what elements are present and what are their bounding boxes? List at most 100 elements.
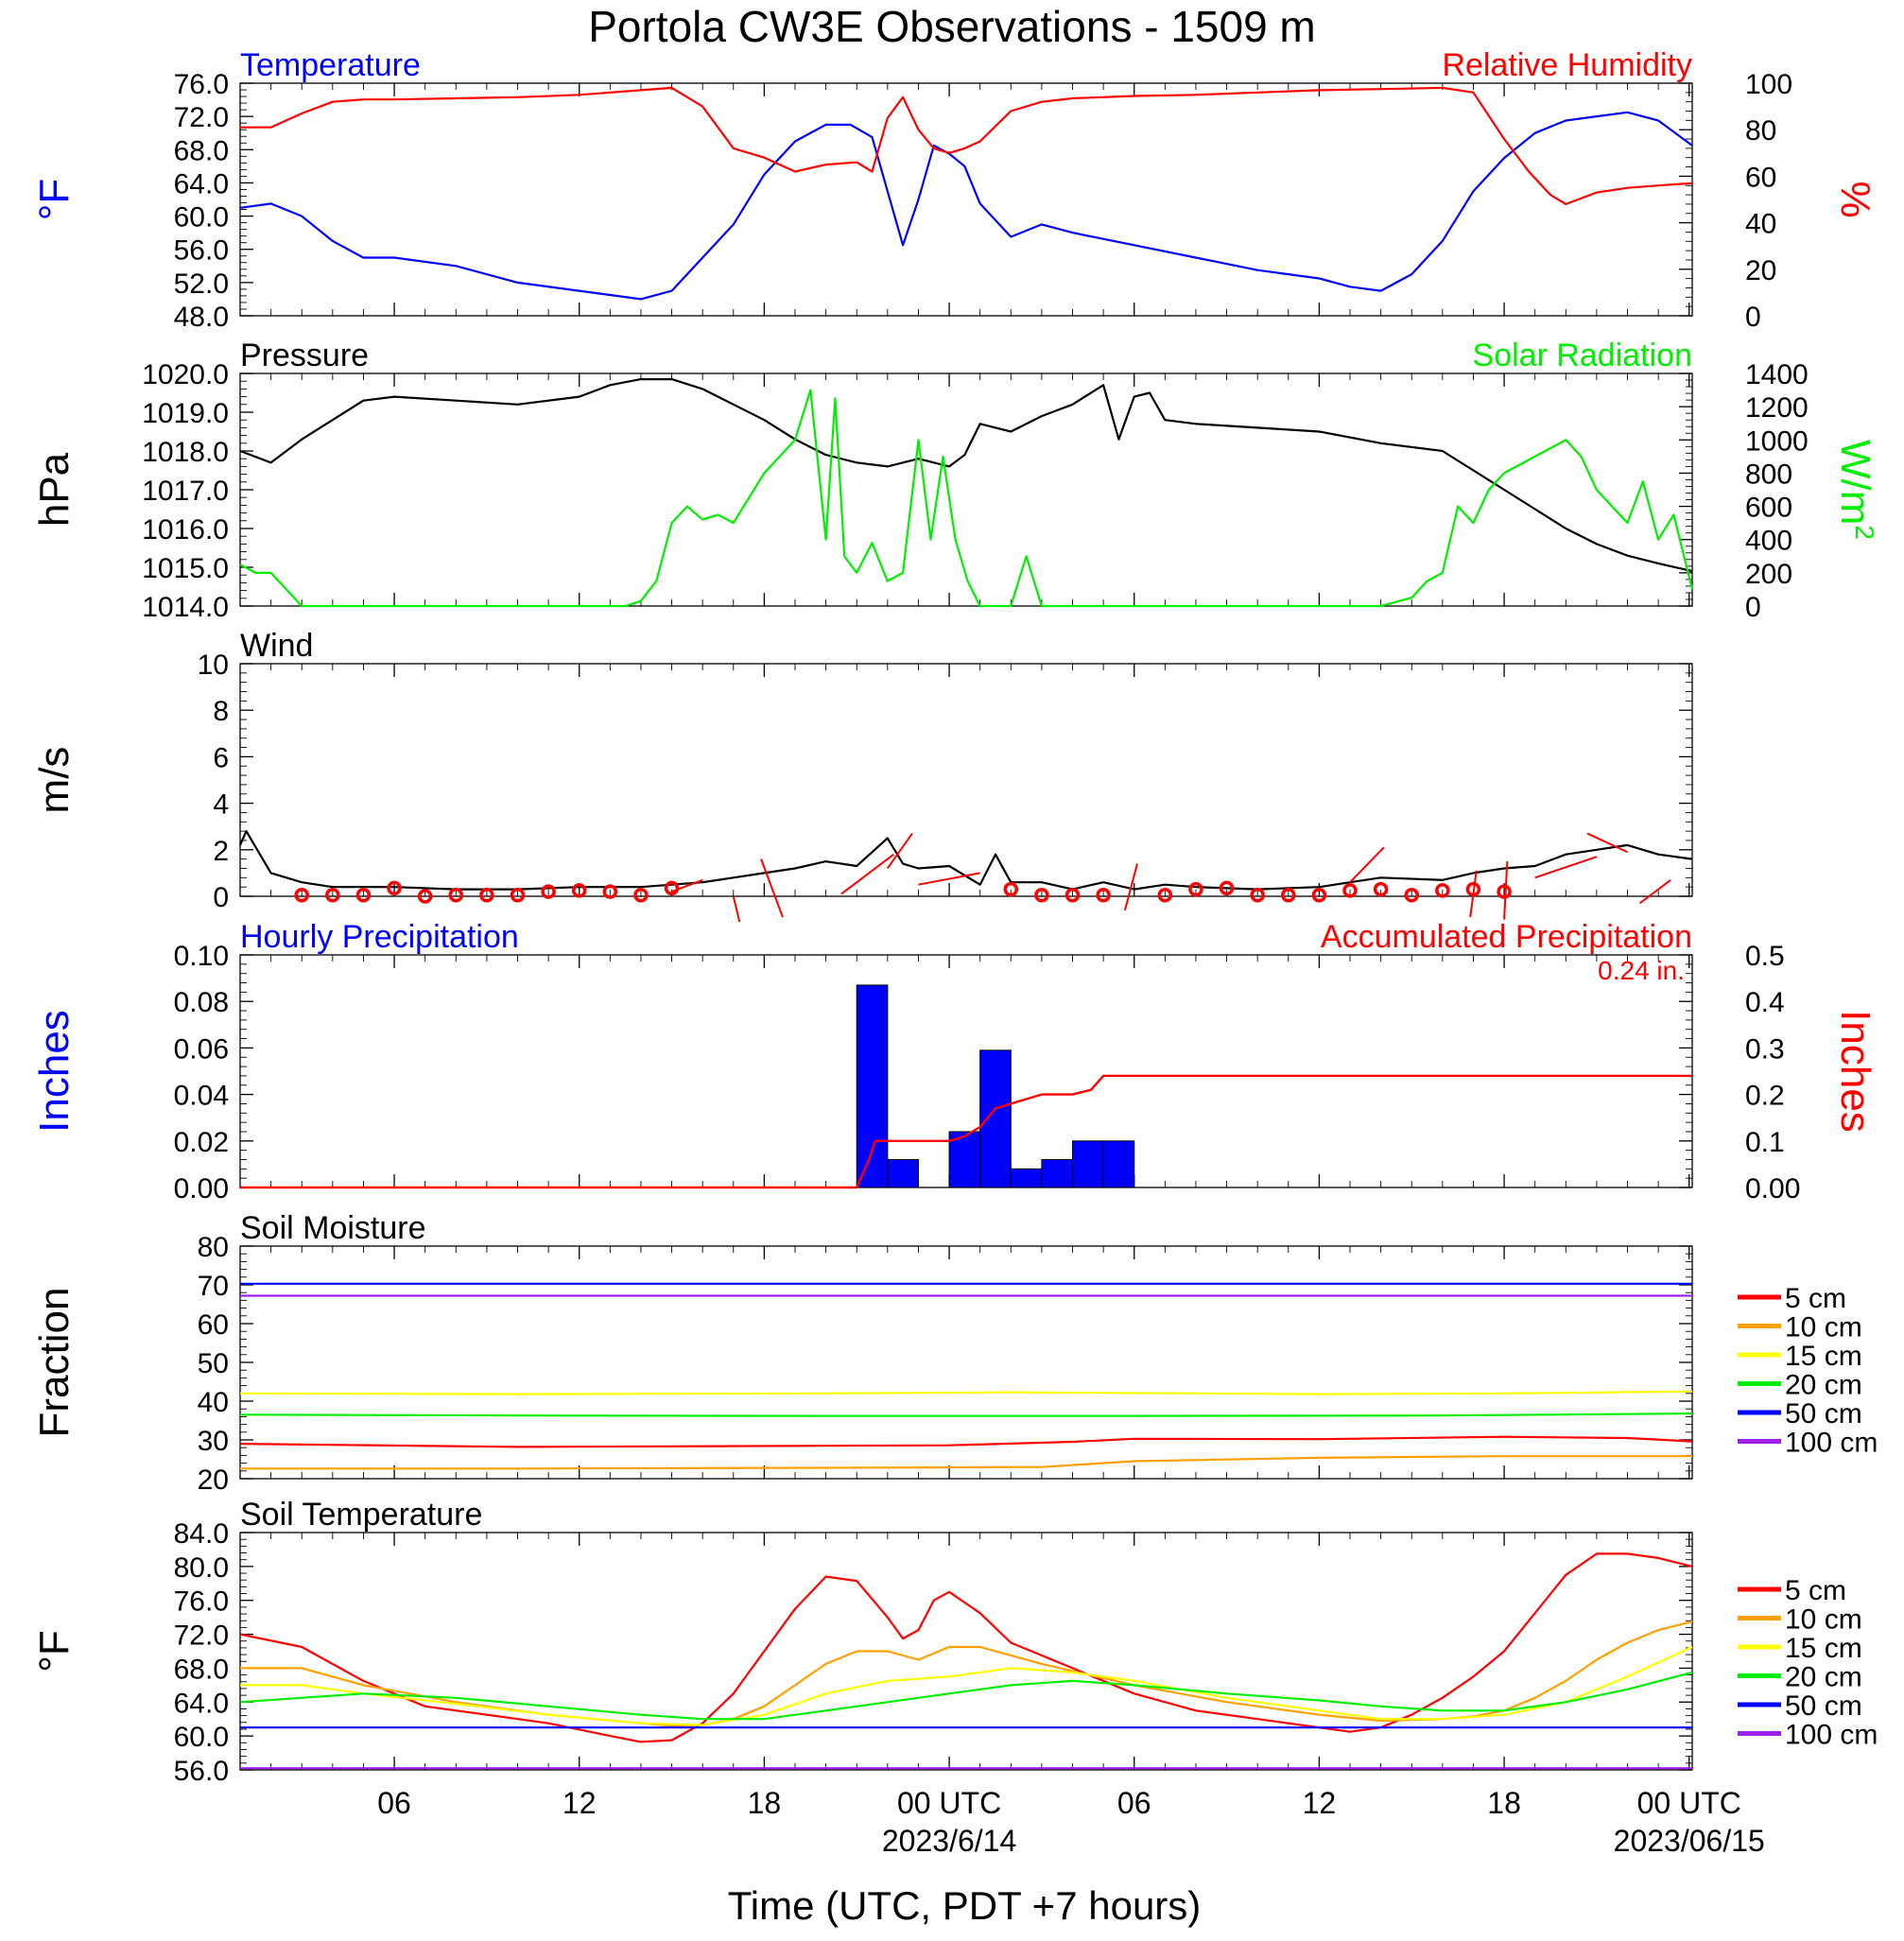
panel-temp_rh: 76.072.068.064.060.056.052.048.0 100 80 60 4… [31,47,1878,333]
calm-marker [1096,888,1111,903]
y-tick-label: 1019.0 [142,398,229,429]
calm-marker [1404,888,1419,903]
y-tick-label: 80.0 [174,1552,229,1584]
panel-soil_temperature: 84.080.076.072.068.064.060.056.0 Soil Tem… [31,1497,1878,1858]
calm-marker [1034,888,1049,903]
y-right-tick-label: 0 [1745,592,1761,623]
y-tick-label: 1018.0 [142,437,229,468]
y-right-tick-label: 20 [1745,255,1776,286]
y-axis-label-superscript: 2 [1851,525,1880,540]
series-line [239,378,1693,573]
panels: 76.072.068.064.060.056.052.048.010080604… [31,47,1880,1858]
legend-label: 100 cm [1785,1720,1878,1751]
x-date-label: 2023/06/15 [1614,1824,1765,1858]
panel-frame [239,1532,1693,1771]
y-tick-label: 0.10 [174,941,229,972]
legend-label: 100 cm [1785,1428,1878,1459]
x-tick-label: 06 [1117,1786,1151,1820]
wind-barb [1503,861,1509,920]
y-right-tick-label: 800 [1745,459,1792,490]
wind-barb [1534,856,1598,879]
y-right-tick-label: 80 [1745,115,1776,147]
y-axis-label-right: Inches [1832,1010,1878,1133]
calm-marker [1281,888,1296,903]
y-tick-label: 80 [198,1232,229,1263]
y-right-tick-label: 0.3 [1745,1033,1785,1065]
series-line [240,1455,1692,1470]
x-tick-label: 00 UTC [897,1786,1001,1820]
y-axis-label: °F [31,179,78,220]
series-line [239,1435,1693,1448]
calm-marker [541,884,556,899]
calm-marker [664,880,680,896]
precip-bar [1010,1168,1043,1188]
panel-pressure_solar: 1020.0 1019.0 1018.0 1017.0 1016.0 1015.0 1014… [31,338,1880,623]
y-right-tick-label: 0.00 [1745,1173,1800,1204]
panel-right-label: Accumulated Precipitation [1321,919,1692,955]
y-axis-label: °F [31,1630,78,1672]
y-tick-label: 1020.0 [142,359,229,390]
chart-title: Portola CW3E Observations - 1509 m [588,2,1316,51]
calm-marker [479,888,494,903]
y-right-tick-label: 0.4 [1745,987,1785,1018]
series-line [239,1412,1693,1417]
legend-label: 50 cm [1785,1690,1862,1722]
calm-marker [571,883,587,898]
y-tick-label: 30 [198,1426,229,1457]
y-tick-label: 40 [198,1387,229,1418]
x-axis-label: Time (UTC, PDT +7 hours) [728,1883,1202,1928]
y-tick-label: 76.0 [174,69,229,100]
series-line [239,1390,1693,1395]
y-tick-label: 56.0 [174,235,229,267]
y-tick-label: 8 [213,696,229,727]
y-tick-label: 48.0 [174,302,229,333]
y-tick-label: 0 [213,882,229,913]
panel-frame [239,663,1693,897]
wind-barb [887,833,913,870]
y-axis-label: m/s [31,747,78,814]
calm-marker [510,888,526,903]
calm-marker [1311,888,1327,903]
calm-marker [633,888,649,903]
precip-bar [1041,1158,1074,1188]
calm-marker [417,889,433,904]
x-tick-label: 06 [377,1786,411,1820]
y-tick-label: 68.0 [174,135,229,166]
y-right-tick-label: 0.2 [1745,1081,1785,1112]
panel-left-label: Soil Moisture [240,1210,426,1246]
panel-precipitation: 0.10 0.08 0.06 0.04 0.02 0.00 0.5 0.4 0.3 0.2 0.1 0… [31,919,1878,1204]
y-right-tick-label: 1000 [1745,425,1809,457]
y-tick-label: 0.06 [174,1033,229,1065]
y-tick-label: 1017.0 [142,476,229,507]
y-axis-label-right: W/m2 [1832,440,1880,540]
calm-marker [602,884,618,899]
x-date-label: 2023/6/14 [882,1824,1016,1858]
legend-label: 15 cm [1785,1341,1862,1372]
y-right-tick-label: 1200 [1745,392,1809,424]
wind-barb [1349,846,1385,883]
precip-bar [887,1158,919,1188]
x-tick-label: 12 [1303,1786,1337,1820]
legend-label: 5 cm [1785,1283,1846,1314]
x-tick-label: 00 UTC [1637,1786,1741,1820]
series-line [239,389,1694,608]
y-tick-label: 56.0 [174,1756,229,1787]
calm-marker [1003,881,1019,897]
x-tick-label: 18 [748,1786,782,1820]
y-tick-label: 72.0 [174,1620,229,1652]
y-tick-label: 60 [198,1309,229,1341]
x-tick-label: 12 [563,1786,597,1820]
y-right-tick-label: 0.5 [1745,941,1785,972]
calm-marker [1465,881,1481,897]
panel-left-label: Wind [240,628,313,664]
y-tick-label: 60.0 [174,202,229,234]
y-tick-label: 0.04 [174,1081,229,1112]
wind-barb [760,858,784,918]
calm-marker [1373,881,1389,897]
y-tick-label: 64.0 [174,1688,229,1719]
panel-left-label: Temperature [240,47,421,83]
y-tick-label: 10 [198,650,229,681]
y-tick-label: 64.0 [174,168,229,199]
series-line [240,1646,1693,1726]
